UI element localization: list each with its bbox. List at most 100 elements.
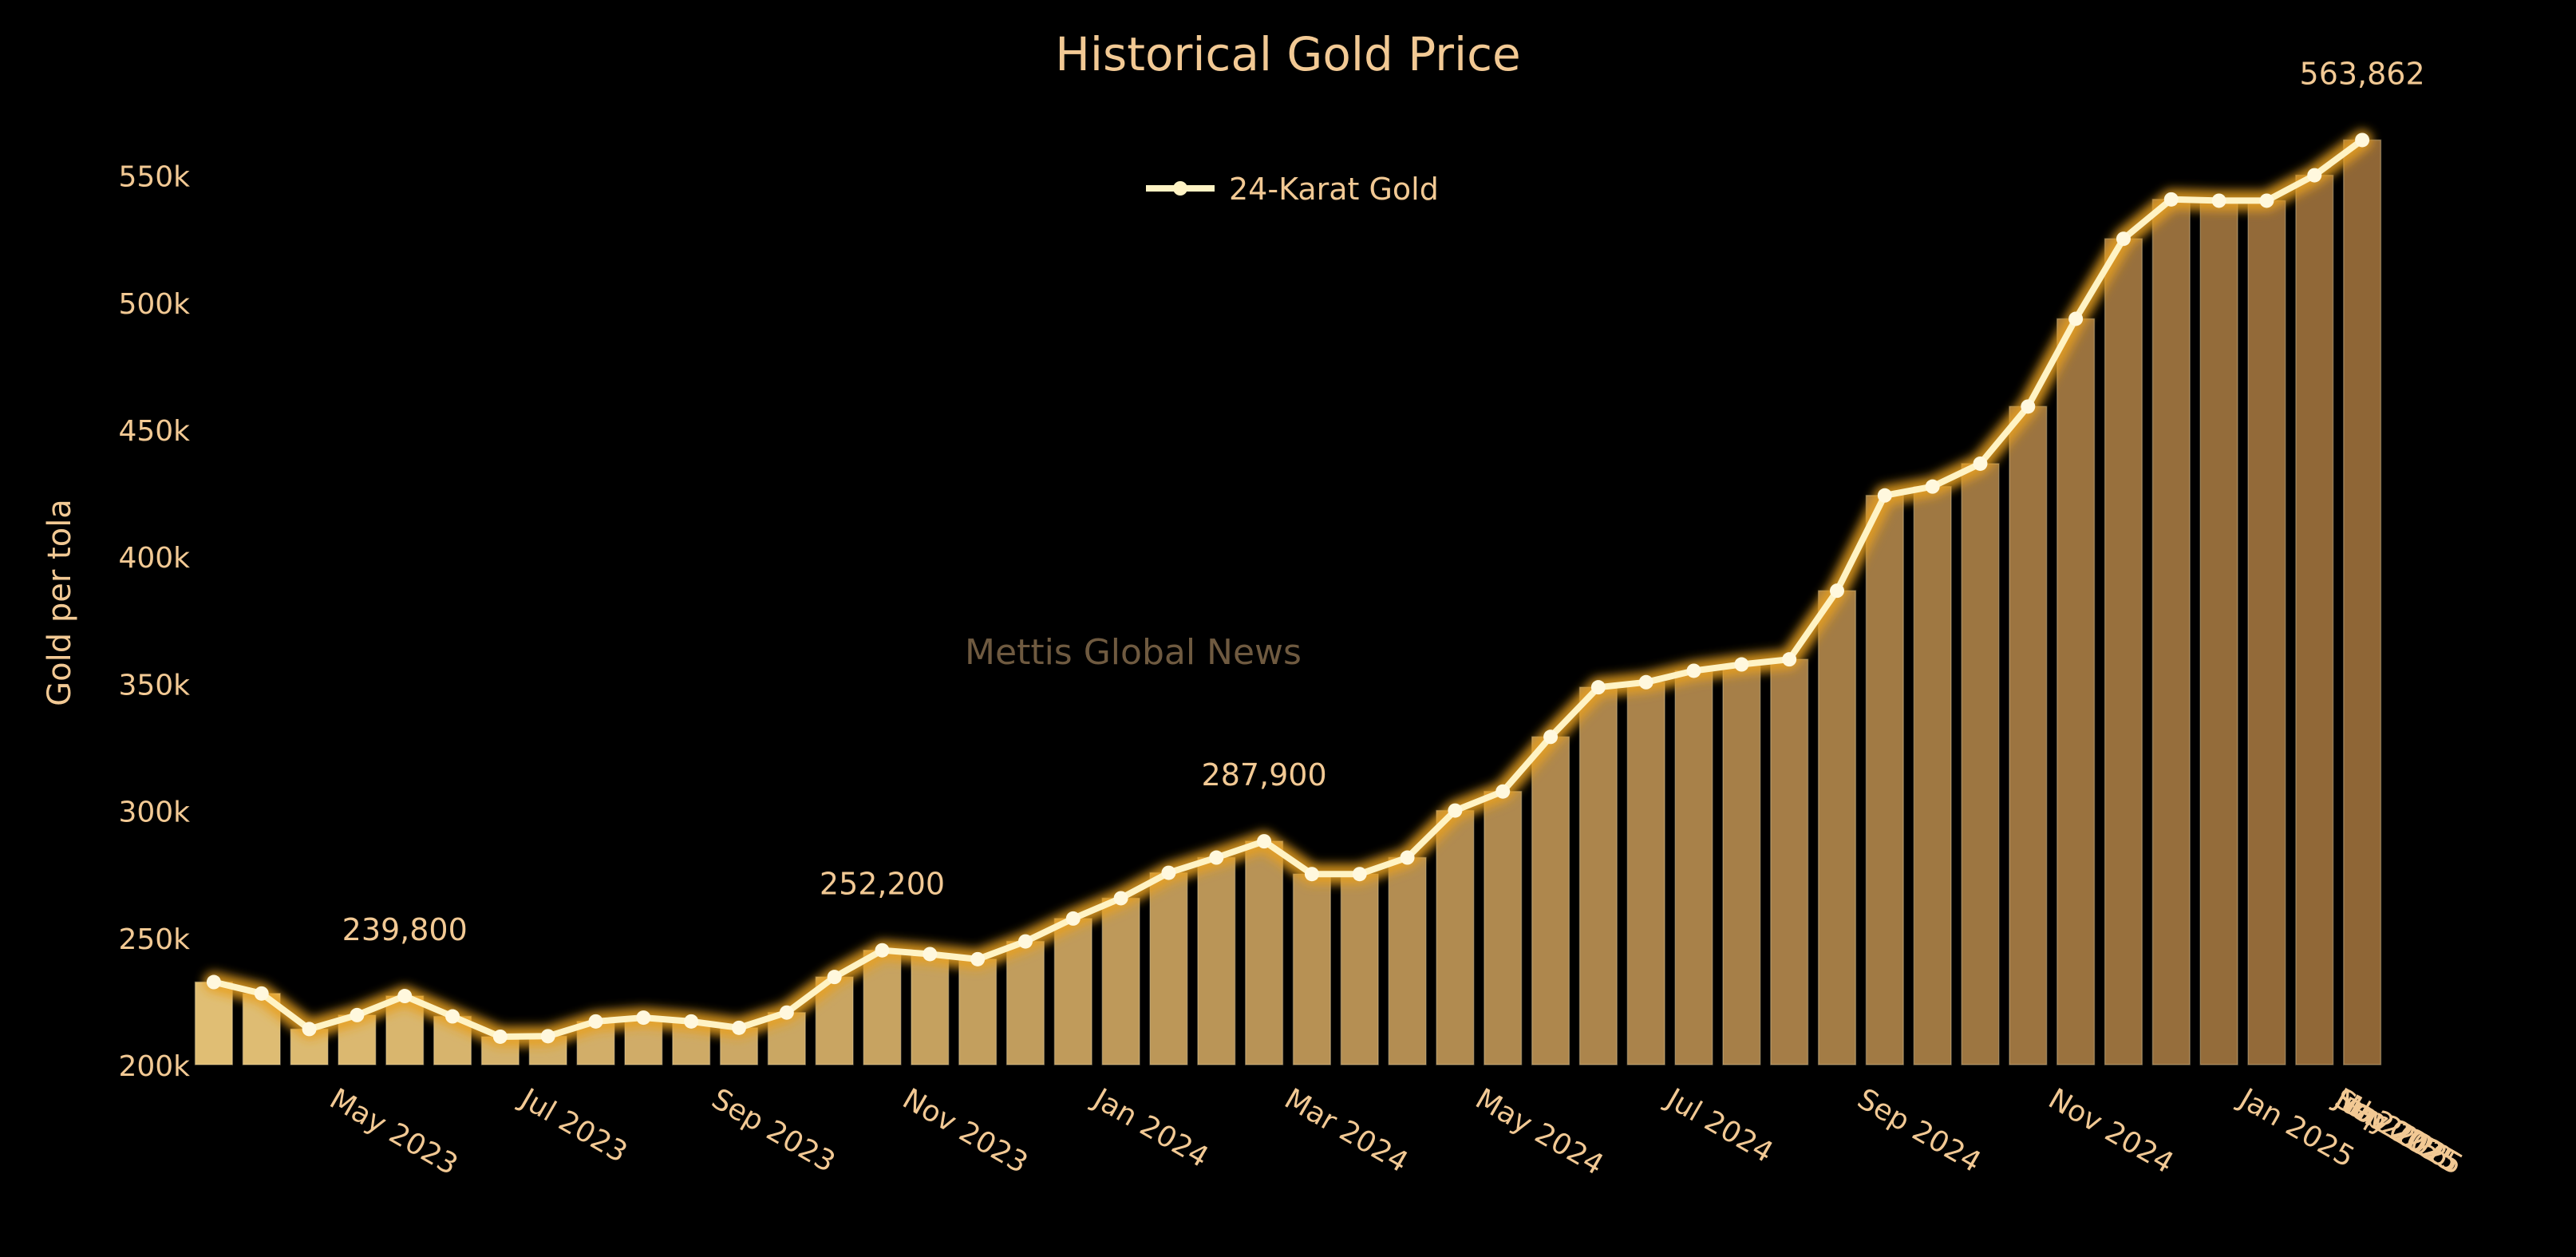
bar <box>1292 873 1331 1065</box>
data-point <box>684 1014 699 1029</box>
data-point <box>1543 729 1559 745</box>
data-point <box>397 989 413 1004</box>
data-point <box>1065 911 1081 926</box>
data-point <box>1925 479 1940 494</box>
data-point <box>1877 488 1892 503</box>
data-point <box>540 1029 555 1044</box>
bar <box>1817 590 1857 1065</box>
bar-series <box>194 139 2382 1065</box>
data-labels: 239,800 252,200 287,900 563,862 <box>342 56 2425 947</box>
data-point <box>923 947 938 962</box>
data-point <box>2211 193 2226 208</box>
bar <box>1149 872 1188 1065</box>
bar <box>1770 658 1809 1065</box>
data-label: 287,900 <box>1202 757 1327 793</box>
bar <box>1101 897 1140 1065</box>
bar <box>1961 463 2000 1065</box>
bar <box>2056 318 2096 1065</box>
bar <box>2295 174 2334 1065</box>
y-tick-label: 550k <box>118 161 190 194</box>
bar <box>2199 200 2238 1065</box>
bar <box>2343 139 2382 1065</box>
data-point <box>1017 934 1033 949</box>
data-point <box>1161 865 1176 880</box>
y-tick-label: 300k <box>118 796 190 829</box>
data-point <box>1304 867 1319 882</box>
bar <box>1913 485 1952 1065</box>
data-point <box>350 1007 365 1022</box>
bar <box>194 981 233 1065</box>
data-point <box>2163 192 2179 207</box>
data-point <box>492 1029 508 1044</box>
data-point <box>2116 231 2131 247</box>
legend-marker <box>1173 181 1187 196</box>
bar <box>1484 790 1523 1065</box>
data-point <box>875 943 890 958</box>
bar <box>1053 918 1092 1065</box>
data-point <box>970 951 986 966</box>
watermark-text: Mettis Global News <box>965 632 1302 673</box>
line-series <box>210 136 2366 1040</box>
bar <box>1436 809 1475 1065</box>
chart-legend: 24-Karat Gold <box>1146 172 1439 207</box>
data-point <box>2068 311 2084 326</box>
data-point <box>1686 663 1701 678</box>
data-point <box>1352 867 1367 882</box>
y-tick-label: 250k <box>118 923 190 956</box>
bar <box>958 959 998 1065</box>
y-axis-ticks: 200k 250k 300k 350k 400k 450k 500k 550k <box>118 161 190 1083</box>
data-point <box>1495 784 1511 799</box>
data-point <box>2259 193 2274 208</box>
data-point <box>254 986 269 1001</box>
data-point <box>1782 652 1797 667</box>
data-point <box>732 1020 746 1035</box>
data-point <box>827 970 842 985</box>
bar <box>1722 663 1761 1065</box>
data-point <box>636 1010 651 1026</box>
data-point <box>1973 456 1988 471</box>
y-tick-label: 450k <box>118 415 190 448</box>
bar <box>1531 736 1570 1065</box>
data-point <box>302 1022 317 1037</box>
data-point <box>1400 850 1415 865</box>
bar <box>2009 405 2048 1065</box>
y-tick-label: 350k <box>118 669 190 702</box>
bar <box>1340 873 1379 1065</box>
y-axis-label: Gold per tola <box>41 499 78 706</box>
bar <box>863 949 902 1065</box>
data-point <box>779 1005 794 1020</box>
bar <box>2247 200 2286 1065</box>
data-point <box>588 1014 603 1029</box>
bar <box>1578 686 1618 1065</box>
y-tick-label: 500k <box>118 288 190 321</box>
bar <box>1245 840 1284 1065</box>
bar <box>911 953 950 1065</box>
data-point <box>1734 657 1749 672</box>
data-point <box>2307 168 2322 183</box>
bar <box>2104 238 2143 1065</box>
bar <box>1006 940 1045 1065</box>
data-point <box>2355 132 2370 148</box>
y-tick-label: 400k <box>118 542 190 575</box>
series-line <box>210 136 2366 1040</box>
point-markers <box>206 132 2370 1044</box>
data-label: 252,200 <box>820 867 945 902</box>
bar <box>1197 856 1236 1065</box>
bar <box>1865 495 1904 1065</box>
data-point <box>445 1009 460 1024</box>
bar <box>1388 856 1427 1065</box>
data-point <box>206 974 221 990</box>
data-point <box>1209 850 1224 865</box>
chart-title: Historical Gold Price <box>1055 27 1520 81</box>
data-label: 563,862 <box>2300 56 2425 91</box>
data-label: 239,800 <box>342 912 468 947</box>
data-point <box>1830 583 1844 599</box>
data-point <box>1590 680 1606 695</box>
bar <box>1626 682 1665 1065</box>
bar <box>2151 199 2191 1065</box>
y-tick-label: 200k <box>118 1050 190 1083</box>
data-point <box>1257 834 1272 849</box>
data-point <box>1638 674 1653 690</box>
data-point <box>2021 399 2036 414</box>
